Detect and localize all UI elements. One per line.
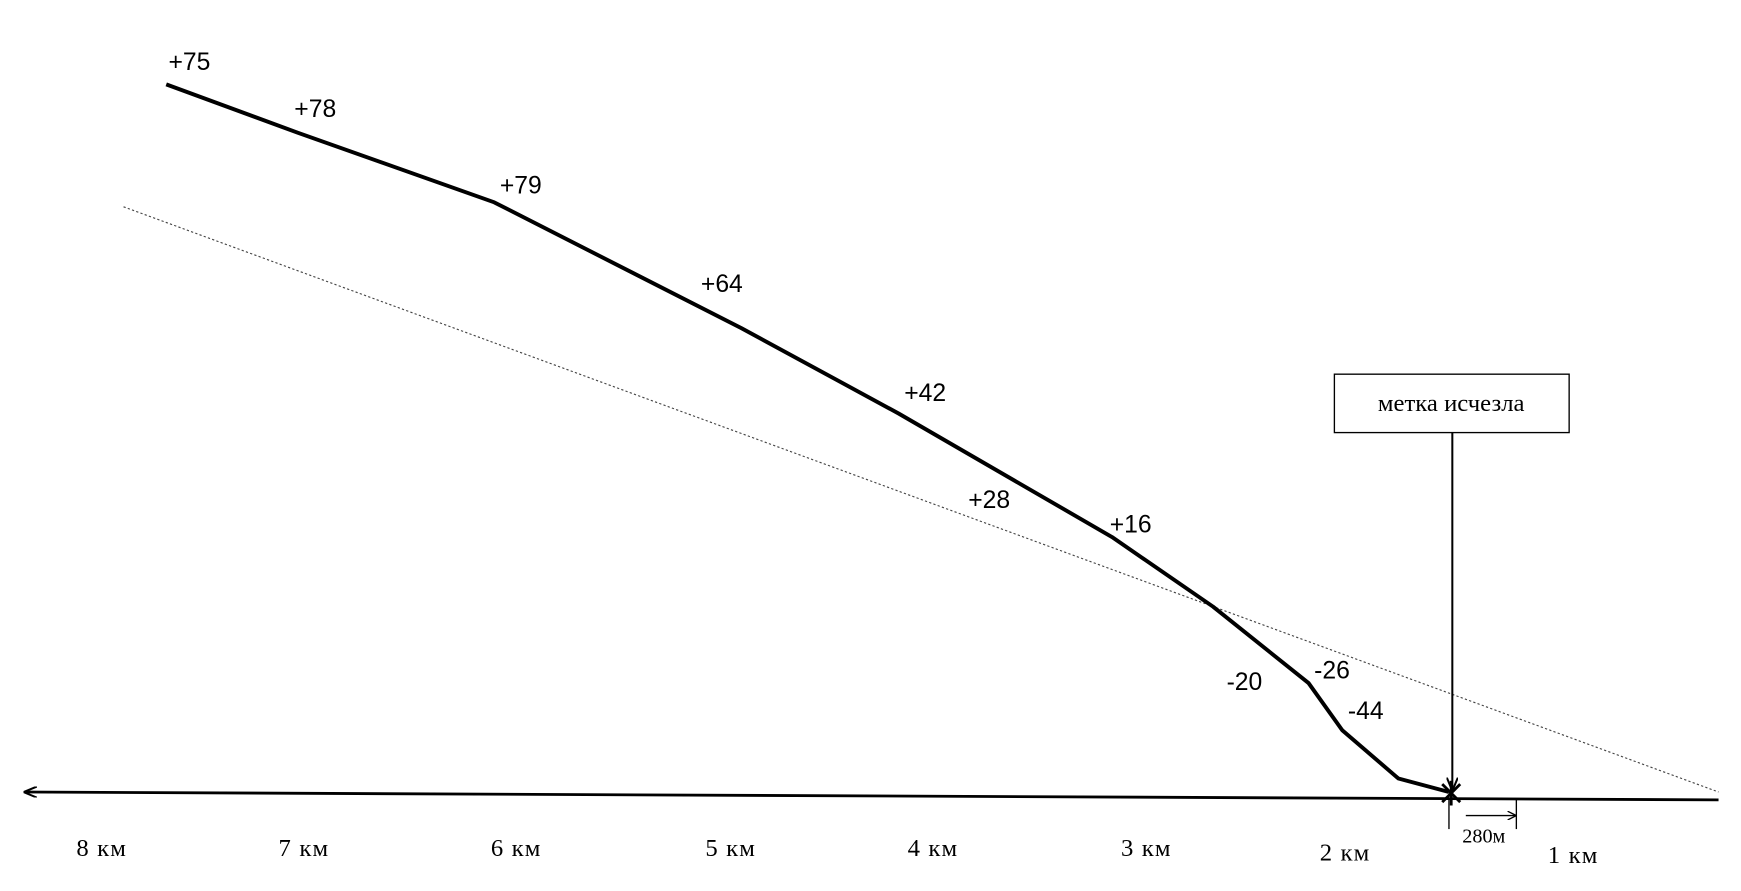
- deviation-label: +64: [701, 271, 743, 298]
- deviation-label: +79: [500, 172, 542, 199]
- distance-label: 4 км: [908, 835, 959, 862]
- deviation-label: -20: [1227, 669, 1263, 696]
- deviation-label: +16: [1110, 512, 1152, 539]
- distance-label: 8 км: [76, 835, 127, 862]
- distance-axis: [25, 792, 1719, 802]
- distance-label: 2 км: [1320, 840, 1371, 867]
- loss-point: [1441, 780, 1462, 806]
- distance-label: 7 км: [279, 835, 330, 862]
- deviation-label: +78: [294, 96, 336, 123]
- distance-label: 5 км: [705, 835, 756, 862]
- deviation-label: +75: [168, 49, 210, 76]
- glide-path: [123, 206, 1719, 793]
- deviation-label: -26: [1314, 658, 1350, 685]
- flight-track: [165, 82, 1450, 794]
- distance-label: 3 км: [1121, 835, 1172, 862]
- deviation-label: +42: [904, 380, 946, 407]
- offset-label: 280м: [1462, 826, 1505, 848]
- deviation-label: +28: [968, 487, 1010, 514]
- callout-text: метка исчезла: [1378, 390, 1525, 417]
- distance-label: 1 км: [1548, 842, 1599, 869]
- deviation-label: -44: [1348, 698, 1384, 725]
- distance-label: 6 км: [491, 835, 542, 862]
